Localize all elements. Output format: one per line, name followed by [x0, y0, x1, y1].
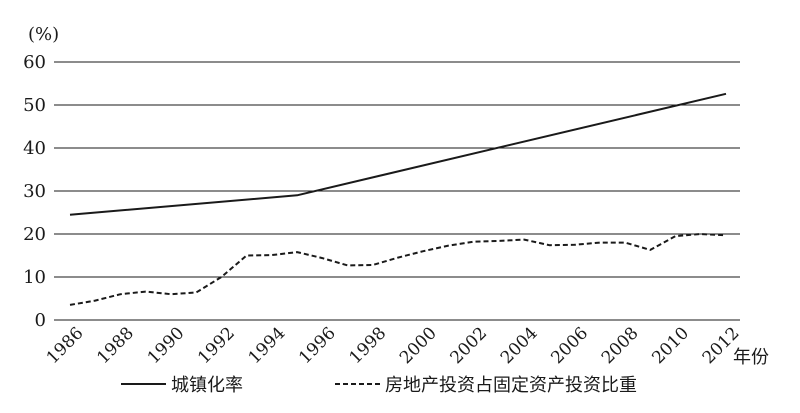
x-tick-label: 1992 [194, 323, 239, 368]
x-tick-label: 1996 [295, 323, 340, 368]
x-tick-label: 1990 [144, 323, 189, 368]
legend-label-0: 城镇化率 [171, 375, 243, 396]
x-tick-label: 1998 [346, 323, 391, 368]
x-tick-label: 2008 [598, 323, 643, 368]
series-lines [69, 92, 727, 306]
y-axis-unit-label: (%) [28, 24, 59, 45]
y-tick-label: 20 [23, 224, 46, 245]
gridlines [54, 61, 740, 321]
x-tick-label: 2004 [497, 323, 542, 368]
series-line-1 [69, 233, 727, 306]
x-tick-label: 2000 [396, 323, 441, 368]
x-axis-tick-labels: 1986 1988 1990 1992 1994 1996 1998 2000 2002 2004… [43, 323, 744, 368]
x-tick-label: 1986 [43, 323, 88, 368]
x-tick-label: 2010 [648, 323, 693, 368]
x-axis-label: 年份 [733, 347, 769, 368]
y-axis-tick-labels: 0 10 20 30 40 50 60 [23, 52, 46, 331]
x-tick-label: 1988 [93, 323, 138, 368]
legend: 城镇化率 房地产投资占固定资产投资比重 [121, 375, 637, 396]
x-tick-label: 2002 [446, 323, 491, 368]
y-tick-label: 40 [23, 138, 46, 159]
y-tick-label: 50 [23, 95, 46, 116]
y-tick-label: 30 [23, 181, 46, 202]
series-line-0 [69, 92, 727, 216]
y-tick-label: 10 [23, 267, 46, 288]
y-tick-label: 0 [35, 310, 46, 331]
x-tick-label: 1994 [245, 323, 290, 368]
legend-label-1: 房地产投资占固定资产投资比重 [385, 375, 637, 396]
x-tick-label: 2006 [547, 323, 592, 368]
y-tick-label: 60 [23, 52, 46, 73]
